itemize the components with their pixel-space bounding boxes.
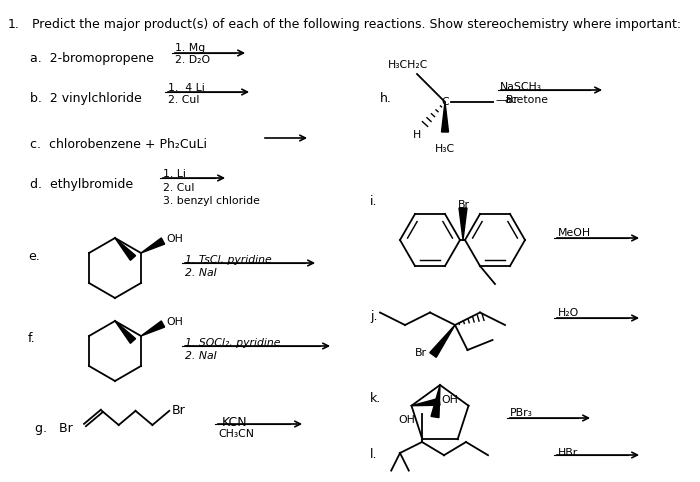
Text: C: C <box>441 97 449 107</box>
Text: f.: f. <box>28 332 36 345</box>
Polygon shape <box>141 238 164 253</box>
Text: PBr₃: PBr₃ <box>510 408 533 418</box>
Text: 2. NaI: 2. NaI <box>185 268 217 278</box>
Text: 2. D₂O: 2. D₂O <box>175 55 210 65</box>
Text: H: H <box>413 130 421 140</box>
Text: 1. Mg: 1. Mg <box>175 43 205 53</box>
Text: c.  chlorobenzene + Ph₂CuLi: c. chlorobenzene + Ph₂CuLi <box>30 138 207 151</box>
Text: NaSCH₃: NaSCH₃ <box>500 82 542 92</box>
Text: i.: i. <box>370 195 377 208</box>
Polygon shape <box>141 321 164 336</box>
Text: 1. SOCl₂, pyridine: 1. SOCl₂, pyridine <box>185 338 281 348</box>
Text: Br: Br <box>172 404 185 417</box>
Text: 2. NaI: 2. NaI <box>185 351 217 361</box>
Text: OH: OH <box>166 317 183 327</box>
Polygon shape <box>430 325 455 357</box>
Text: 1. TsCl, pyridine: 1. TsCl, pyridine <box>185 255 272 265</box>
Text: HBr: HBr <box>558 448 578 458</box>
Polygon shape <box>412 398 440 406</box>
Text: KCN: KCN <box>222 416 248 429</box>
Polygon shape <box>115 238 136 260</box>
Text: b.  2 vinylchloride: b. 2 vinylchloride <box>30 92 141 105</box>
Text: k.: k. <box>370 392 382 405</box>
Text: e.: e. <box>28 250 40 263</box>
Text: h.: h. <box>380 92 392 105</box>
Text: 1.: 1. <box>8 18 20 31</box>
Text: l.: l. <box>370 448 377 461</box>
Text: H₂O: H₂O <box>558 308 580 318</box>
Text: H₃CH₂C: H₃CH₂C <box>388 60 428 70</box>
Text: Br: Br <box>458 200 470 210</box>
Text: 1. Li: 1. Li <box>163 169 186 179</box>
Text: j.: j. <box>370 310 377 323</box>
Polygon shape <box>115 321 136 343</box>
Text: d.  ethylbromide: d. ethylbromide <box>30 178 133 191</box>
Text: Predict the major product(s) of each of the following reactions. Show stereochem: Predict the major product(s) of each of … <box>20 18 681 31</box>
Text: 2. CuI: 2. CuI <box>168 95 200 105</box>
Text: OH: OH <box>166 234 183 244</box>
Text: —Br: —Br <box>495 95 518 105</box>
Text: H₃C: H₃C <box>435 144 455 154</box>
Text: acetone: acetone <box>504 95 548 105</box>
Text: g.   Br: g. Br <box>35 422 73 435</box>
Text: OH: OH <box>442 395 458 405</box>
Text: 3. benzyl chloride: 3. benzyl chloride <box>163 196 260 206</box>
Text: Br: Br <box>415 348 427 358</box>
Text: a.  2-bromopropene: a. 2-bromopropene <box>30 52 154 65</box>
Text: 2. CuI: 2. CuI <box>163 183 195 193</box>
Polygon shape <box>431 385 440 417</box>
Text: 1.  4 Li: 1. 4 Li <box>168 83 204 93</box>
Text: MeOH: MeOH <box>558 228 591 238</box>
Text: CH₃CN: CH₃CN <box>218 429 254 439</box>
Text: OH: OH <box>398 415 415 425</box>
Polygon shape <box>442 102 449 132</box>
Polygon shape <box>459 208 467 240</box>
